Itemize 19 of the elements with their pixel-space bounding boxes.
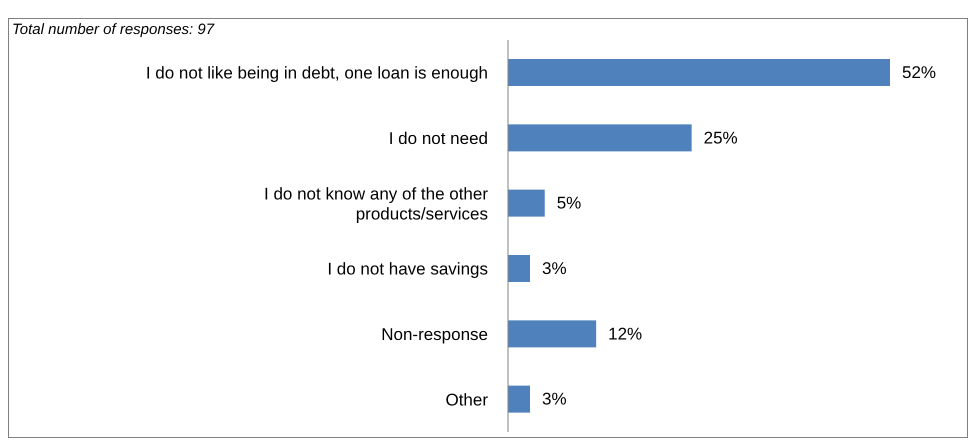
bar	[508, 124, 692, 152]
data-label: 52%	[902, 63, 936, 82]
y-tick-label: I do not need	[388, 128, 488, 148]
data-label: 25%	[704, 128, 738, 148]
bar	[508, 320, 596, 348]
bar	[508, 255, 530, 282]
y-tick-label: I do not have savings	[327, 259, 488, 278]
bar	[508, 190, 545, 217]
data-label: 12%	[608, 324, 642, 344]
data-label: 3%	[542, 259, 567, 278]
data-label: 5%	[556, 194, 582, 213]
y-tick-label: I do not like being in debt, one loan is enough	[146, 63, 488, 82]
y-tick-label: Non-response	[381, 324, 488, 344]
data-label: 3%	[542, 390, 567, 409]
y-tick-label: I do not know any of the other products/services	[264, 184, 488, 223]
bar	[508, 59, 890, 86]
y-tick-label: Other	[445, 390, 488, 409]
text: Total number of responses: 97	[12, 21, 214, 38]
bar	[508, 386, 530, 413]
